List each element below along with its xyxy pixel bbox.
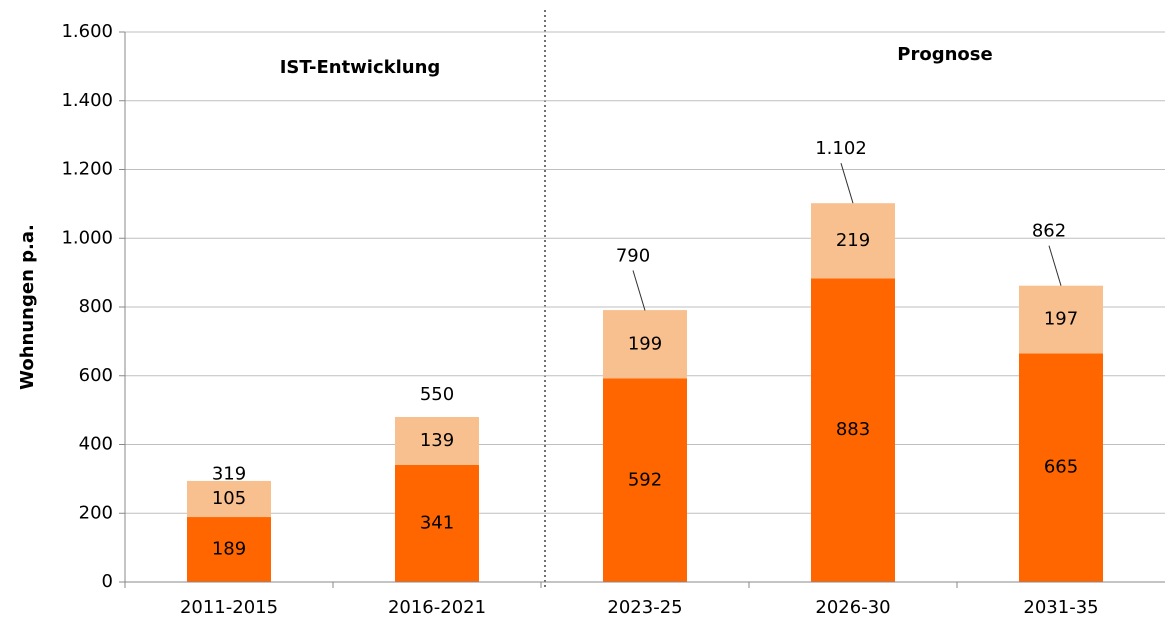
x-tick-label: 2023-25 [607,597,682,618]
x-tick-label: 2016-2021 [388,597,486,618]
bar-segment [811,278,895,582]
bar-segment [1019,285,1103,354]
leader-line [840,163,854,204]
total-label: 1.102 [815,138,867,159]
total-label: 319 [212,463,246,484]
total-label: 550 [420,384,454,405]
y-tick-label: 600 [79,365,113,386]
value-label: 199 [628,333,662,354]
value-label: 219 [836,230,870,251]
bar-segment [187,517,271,582]
value-label: 189 [212,539,246,560]
section-label: Prognose [897,44,992,65]
total-label: 862 [1032,221,1066,242]
bar-segment [395,464,479,582]
value-label: 665 [1044,457,1078,478]
value-label: 105 [212,488,246,509]
y-tick-label: 0 [102,571,113,592]
bar-segment [603,310,687,379]
y-axis-title: Wohnungen p.a. [17,224,38,390]
bar-segment [187,480,271,518]
y-tick-label: 1.400 [61,90,113,111]
value-label: 592 [628,469,662,490]
y-tick-label: 400 [79,434,113,455]
bar-segment [811,203,895,279]
bar-segment [1019,353,1103,582]
bar-segment [395,417,479,465]
value-label: 139 [420,430,454,451]
x-tick-label: 2026-30 [815,597,890,618]
value-label: 341 [420,512,454,533]
y-tick-label: 200 [79,502,113,523]
value-label: 197 [1044,309,1078,330]
x-tick-label: 2011-2015 [180,597,278,618]
x-tick-label: 2031-35 [1023,597,1098,618]
y-tick-label: 1.200 [61,159,113,180]
bar-segment [603,378,687,582]
value-label: 883 [836,419,870,440]
total-label: 790 [616,245,650,266]
y-tick-label: 800 [79,296,113,317]
section-label: IST-Entwicklung [280,57,441,78]
y-tick-label: 1.000 [61,227,113,248]
y-tick-label: 1.600 [61,21,113,42]
leader-line [632,270,646,311]
leader-line [1048,245,1062,286]
